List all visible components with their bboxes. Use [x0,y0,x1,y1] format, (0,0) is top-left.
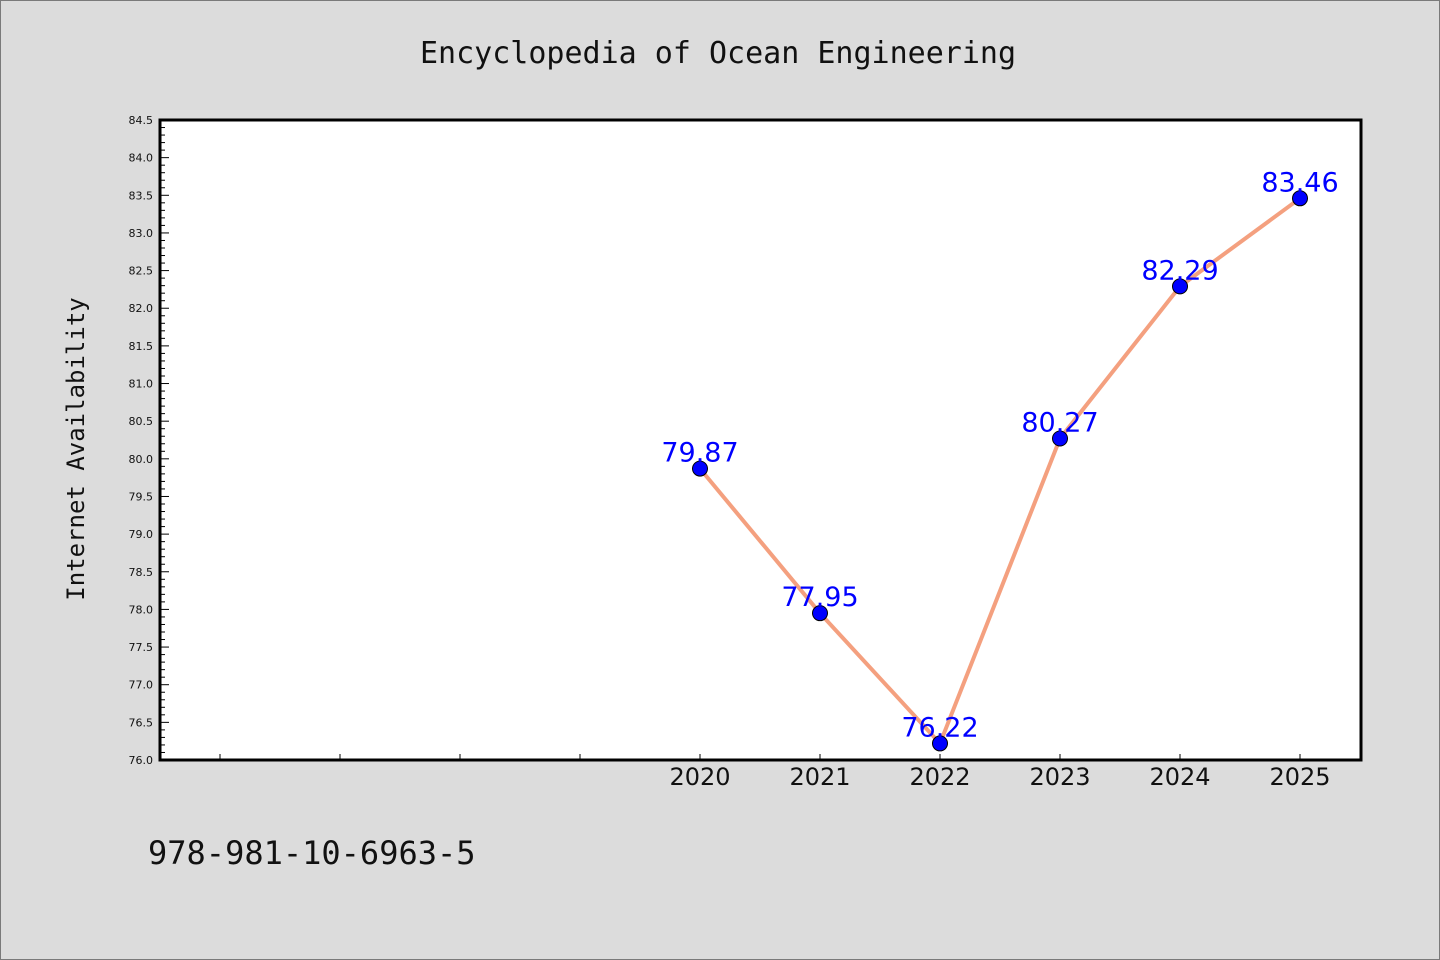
series-line [698,196,1302,746]
data-point [692,460,708,477]
data-point [1292,190,1308,207]
y-tick-label: 84.0 [129,152,154,165]
x-tick-label: 2023 [1029,763,1090,791]
data-label: 83.46 [1261,167,1338,198]
y-tick-label: 80.5 [129,415,154,428]
y-tick-label: 83.0 [129,227,154,240]
data-label: 76.22 [901,712,978,743]
y-tick-label: 77.0 [129,679,154,692]
series-markers [692,190,1308,752]
y-tick-label: 80.0 [129,453,154,466]
data-point [932,735,948,752]
y-tick-label: 83.5 [129,189,154,202]
chart-title: Encyclopedia of Ocean Engineering [420,36,1016,71]
x-tick-label: 2022 [909,763,970,791]
data-label: 77.95 [781,582,858,613]
data-label: 80.27 [1021,407,1098,438]
x-axis-ticks: 2020 2021 2022 2023 2024 2025 [219,754,1331,791]
y-tick-label: 81.5 [129,340,154,353]
data-label: 79.87 [661,438,738,469]
data-label: 82.29 [1141,255,1218,286]
y-tick-label: 82.5 [129,265,154,278]
y-tick-label: 79.5 [129,490,154,503]
y-tick-label: 84.5 [129,114,154,127]
y-tick-label: 76.0 [129,754,154,767]
y-axis-ticks: 76.0 76.5 77.0 77.5 78.0 78.5 79.0 79.5 80.0 80.5… [129,114,169,767]
y-tick-label: 79.0 [129,528,154,541]
x-tick-label: 2021 [789,763,850,791]
y-tick-label: 78.0 [129,603,154,616]
data-point [1052,430,1068,447]
x-tick-label: 2020 [669,763,730,791]
data-point [1172,278,1188,295]
y-axis-label: Internet Availability [62,297,90,600]
y-tick-label: 78.5 [129,566,154,579]
y-tick-label: 81.0 [129,378,154,391]
y-tick-label: 77.5 [129,641,154,654]
data-point [812,605,828,622]
x-tick-label: 2025 [1269,763,1330,791]
series-line-group [698,196,1302,746]
data-labels: 79.87 77.95 76.22 80.27 82.29 83.46 [661,167,1338,743]
y-tick-label: 76.5 [129,716,154,729]
plot-area [158,118,1363,762]
x-tick-label: 2024 [1149,763,1210,791]
y-tick-label: 82.0 [129,302,154,315]
isbn-label: 978-981-10-6963-5 [148,834,476,872]
